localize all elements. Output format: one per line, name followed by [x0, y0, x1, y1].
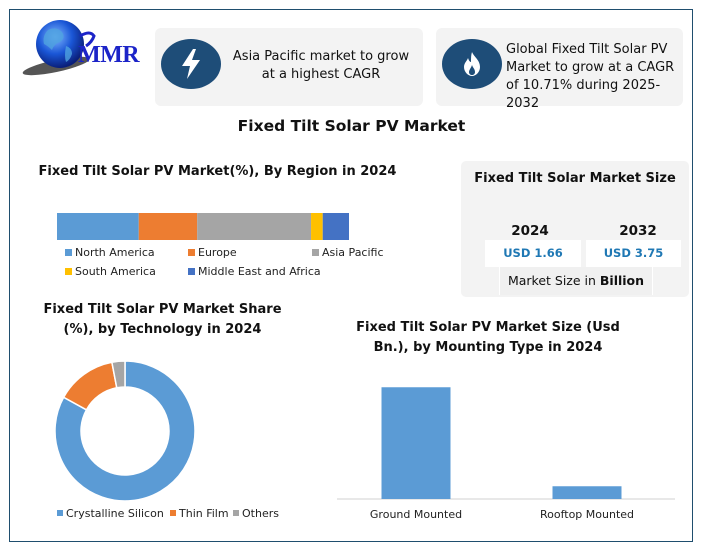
mmr-logo: MMR [18, 16, 148, 78]
legend-swatch-crystalline-silicon [57, 510, 63, 516]
x-tick-label-ground-mounted: Ground Mounted [370, 508, 462, 521]
legend-swatch-middle-east-and-africa [188, 268, 195, 275]
page-title: Fixed Tilt Solar PV Market [237, 117, 466, 135]
mounting-bar-chart: Ground Mounted Rooftop Mounted [337, 387, 675, 521]
bar-segment-south-america [311, 213, 323, 240]
highlight-card-asia-pacific: Asia Pacific market to grow at a highest… [155, 28, 423, 106]
highlight-text: Asia Pacific market to grow at a highest… [232, 49, 410, 82]
flame-icon [464, 52, 480, 76]
legend-swatch-asia-pacific [312, 249, 319, 256]
technology-donut-chart: Crystalline Silicon Thin Film Others [54, 360, 279, 520]
icon-circle [442, 39, 502, 89]
technology-chart-title: Fixed Tilt Solar PV Market Share (%), by… [43, 302, 282, 337]
legend-swatch-north-america [65, 249, 72, 256]
icon-circle [161, 39, 221, 89]
legend-label-europe: Europe [198, 246, 237, 259]
legend-swatch-others [233, 510, 239, 516]
donut-slice-others [111, 360, 126, 389]
mounting-chart-title: Fixed Tilt Solar PV Market Size (Usd Bn.… [356, 320, 620, 355]
legend-label-others: Others [242, 507, 279, 520]
bar-segment-north-america [57, 213, 139, 240]
legend-label-north-america: North America [75, 246, 155, 259]
unit-prefix: Market Size in [507, 273, 600, 288]
bar-ground-mounted [381, 387, 451, 499]
legend-label-middle-east-and-africa: Middle East and Africa [198, 265, 321, 278]
market-size-title: Fixed Tilt Solar Market Size [474, 171, 676, 186]
legend-label-south-america: South America [75, 265, 156, 278]
region-stacked-bar-chart: North America Europe Asia Pacific South Ame… [57, 213, 384, 278]
highlight-card-cagr: Global Fixed Tilt Solar PV Market to gro… [436, 28, 683, 111]
year-label-2024: 2024 [511, 223, 549, 239]
unit-bold: Billion [599, 273, 645, 288]
year-label-2032: 2032 [619, 223, 657, 239]
legend-label-asia-pacific: Asia Pacific [322, 246, 384, 259]
bar-segment-middle-east-and-africa [322, 213, 349, 240]
legend-swatch-thin-film [170, 510, 176, 516]
legend-swatch-south-america [65, 268, 72, 275]
highlight-text: Global Fixed Tilt Solar PV Market to gro… [506, 42, 675, 111]
region-chart-title: Fixed Tilt Solar PV Market(%), By Region… [38, 164, 397, 179]
legend-swatch-europe [188, 249, 195, 256]
bar-segment-europe [138, 213, 198, 240]
market-value-2024: USD 1.66 [485, 240, 581, 267]
bar-segment-asia-pacific [197, 213, 312, 240]
market-value-2032: USD 3.75 [586, 240, 681, 267]
market-size-panel: Fixed Tilt Solar Market Size 2024 2032 U… [461, 161, 689, 297]
legend-label-thin-film: Thin Film [178, 507, 229, 520]
logo-text: MMR [78, 42, 140, 68]
legend-label-crystalline-silicon: Crystalline Silicon [66, 507, 164, 520]
globe-icon [22, 20, 96, 76]
x-tick-label-rooftop-mounted: Rooftop Mounted [540, 508, 634, 521]
lightning-bolt-icon [182, 49, 200, 79]
bar-rooftop-mounted [552, 486, 622, 499]
donut-slice-crystalline-silicon [54, 360, 196, 502]
market-size-unit: Market Size in Billion [499, 267, 653, 295]
